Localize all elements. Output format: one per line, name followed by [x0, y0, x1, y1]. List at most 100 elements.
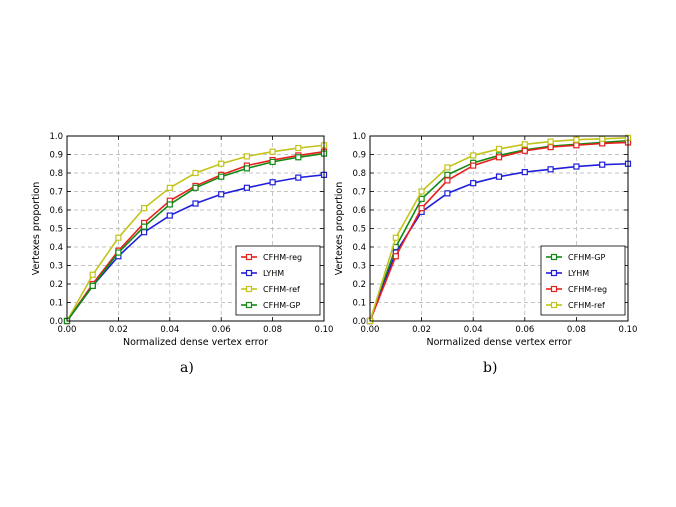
- chart-b-ytick-label-1: 0.1: [352, 299, 366, 309]
- chart-b-ytick-label-6: 0.6: [352, 206, 366, 216]
- chart-a-point-2-8: [269, 148, 276, 155]
- chart-b-ytick-label-4: 0.4: [352, 243, 366, 253]
- chart-b-xtick-label-2: 0.04: [464, 325, 483, 335]
- chart-a-point-1-9: [295, 174, 302, 181]
- chart-b-ytick-label-7: 0.7: [352, 188, 366, 198]
- chart-b-legend-label-1: LYHM: [568, 269, 589, 278]
- chart-a-point-1-8: [269, 179, 276, 186]
- chart-a-ytick-label-9: 0.9: [49, 151, 63, 161]
- chart-a-xtick-label-3: 0.06: [212, 325, 231, 335]
- chart-a-ytick-label-0: 0.0: [49, 317, 63, 327]
- chart-a-point-3-9: [295, 154, 302, 161]
- chart-b-legend-marker-1: [550, 269, 558, 277]
- chart-b-point-1-9: [599, 161, 606, 168]
- chart-b-ylabel: Vertexes proportion: [334, 182, 345, 276]
- chart-b-legend-marker-0: [550, 253, 558, 261]
- chart-b-point-3-6: [521, 141, 528, 148]
- chart-a-point-2-5: [192, 169, 199, 177]
- chart-b-ytick-label-10: 1.0: [352, 132, 366, 142]
- chart-a-xtick-label-1: 0.02: [109, 325, 128, 335]
- chart-b-point-2-4: [470, 162, 477, 169]
- chart-a-legend-label-3: CFHM-GP: [263, 301, 300, 310]
- chart-b-xtick-label-0: 0.00: [361, 325, 380, 335]
- chart-a-point-3-6: [218, 173, 225, 180]
- chart-a-point-3-2: [115, 249, 122, 256]
- chart-a-legend-marker-2: [245, 285, 253, 293]
- caption-a: a): [180, 360, 194, 376]
- chart-b-point-2-3: [444, 177, 451, 184]
- chart-a-point-3-7: [243, 165, 250, 172]
- chart-a-point-1-5: [192, 200, 199, 207]
- chart-b-ytick-label-3: 0.3: [352, 262, 366, 272]
- chart-b-point-1-4: [470, 180, 477, 187]
- chart-a-point-2-3: [141, 205, 148, 212]
- chart-b-ytick-label-8: 0.8: [352, 169, 366, 179]
- chart-a-ylabel: Vertexes proportion: [31, 182, 42, 276]
- chart-b-point-2-5: [495, 154, 503, 161]
- chart-a-xtick-label-4: 0.08: [263, 325, 282, 335]
- chart-b-point-3-3: [444, 164, 451, 171]
- chart-a-point-3-4: [166, 201, 173, 208]
- chart-b-legend-marker-2: [550, 285, 558, 293]
- chart-b-point-2-6: [521, 147, 528, 154]
- chart-a-point-2-7: [243, 153, 250, 160]
- chart-a-point-2-4: [166, 184, 173, 191]
- chart-b-frame: [369, 135, 629, 322]
- chart-b-point-0-3: [444, 171, 451, 178]
- chart-a-frame: [66, 135, 325, 322]
- chart-a-legend-label-2: CFHM-ref: [263, 285, 300, 294]
- chart-a-ytick-label-5: 0.5: [49, 225, 63, 235]
- chart-b-point-1-6: [521, 168, 528, 176]
- chart-a-ytick-label-7: 0.7: [49, 188, 63, 198]
- chart-a-xtick-label-0: 0.00: [58, 325, 77, 335]
- chart-b-ytick-label-5: 0.5: [352, 225, 366, 235]
- chart-a-point-2-6: [218, 160, 225, 167]
- chart-b-point-1-5: [495, 173, 503, 180]
- chart-a-point-1-7: [243, 184, 250, 191]
- chart-a-ytick-label-8: 0.8: [49, 169, 63, 179]
- chart-b-xtick-label-4: 0.08: [567, 325, 586, 335]
- chart-a-ytick-label-1: 0.1: [49, 299, 63, 309]
- chart-b-point-3-1: [392, 234, 399, 241]
- chart-b-point-1-8: [573, 163, 580, 170]
- chart-a-ytick-label-2: 0.2: [49, 280, 63, 290]
- chart-a-point-3-5: [192, 184, 199, 191]
- chart-b-point-2-7: [547, 144, 554, 151]
- chart-b-point-3-9: [599, 135, 606, 142]
- chart-b-xtick-label-1: 0.02: [412, 325, 431, 335]
- chart-b-point-3-8: [573, 136, 580, 143]
- chart-a-xlabel: Normalized dense vertex error: [123, 337, 268, 348]
- chart-b-legend-marker-3: [550, 301, 558, 309]
- chart-b-point-3-7: [547, 138, 554, 145]
- chart-b-ytick-label-0: 0.0: [352, 317, 366, 327]
- chart-b-ytick-label-9: 0.9: [352, 151, 366, 161]
- chart-b-point-3-4: [470, 152, 477, 159]
- chart-b-point-3-2: [418, 188, 425, 195]
- chart-a-legend-marker-0: [245, 253, 253, 261]
- chart-a-point-1-6: [218, 191, 225, 198]
- chart-b-point-2-8: [573, 142, 580, 149]
- chart-b-ytick-label-2: 0.2: [352, 280, 366, 290]
- chart-b-xtick-label-3: 0.06: [515, 325, 534, 335]
- chart-a-ytick-label-6: 0.6: [49, 206, 63, 216]
- chart-a-legend-marker-3: [245, 301, 253, 309]
- chart-a-ytick-label-10: 1.0: [49, 132, 63, 142]
- chart-b-point-1-3: [444, 190, 451, 197]
- chart-a-point-2-2: [115, 234, 122, 241]
- chart-b-legend-label-3: CFHM-ref: [568, 301, 605, 310]
- chart-b-point-3-5: [495, 145, 503, 153]
- chart-b-point-2-1: [392, 253, 399, 260]
- caption-b: b): [483, 360, 498, 376]
- chart-a-point-2-9: [295, 144, 302, 152]
- chart-b-point-2-2: [418, 205, 425, 212]
- chart-a-legend-label-0: CFHM-reg: [263, 253, 302, 262]
- chart-a-legend-label-1: LYHM: [263, 269, 284, 278]
- chart-a-legend-marker-1: [245, 269, 253, 277]
- chart-a-xtick-label-2: 0.04: [160, 325, 179, 335]
- chart-b-xlabel: Normalized dense vertex error: [426, 337, 571, 348]
- chart-a-ytick-label-3: 0.3: [49, 262, 63, 272]
- chart-a-xtick-label-5: 0.10: [315, 325, 334, 335]
- chart-a-point-3-1: [89, 282, 96, 289]
